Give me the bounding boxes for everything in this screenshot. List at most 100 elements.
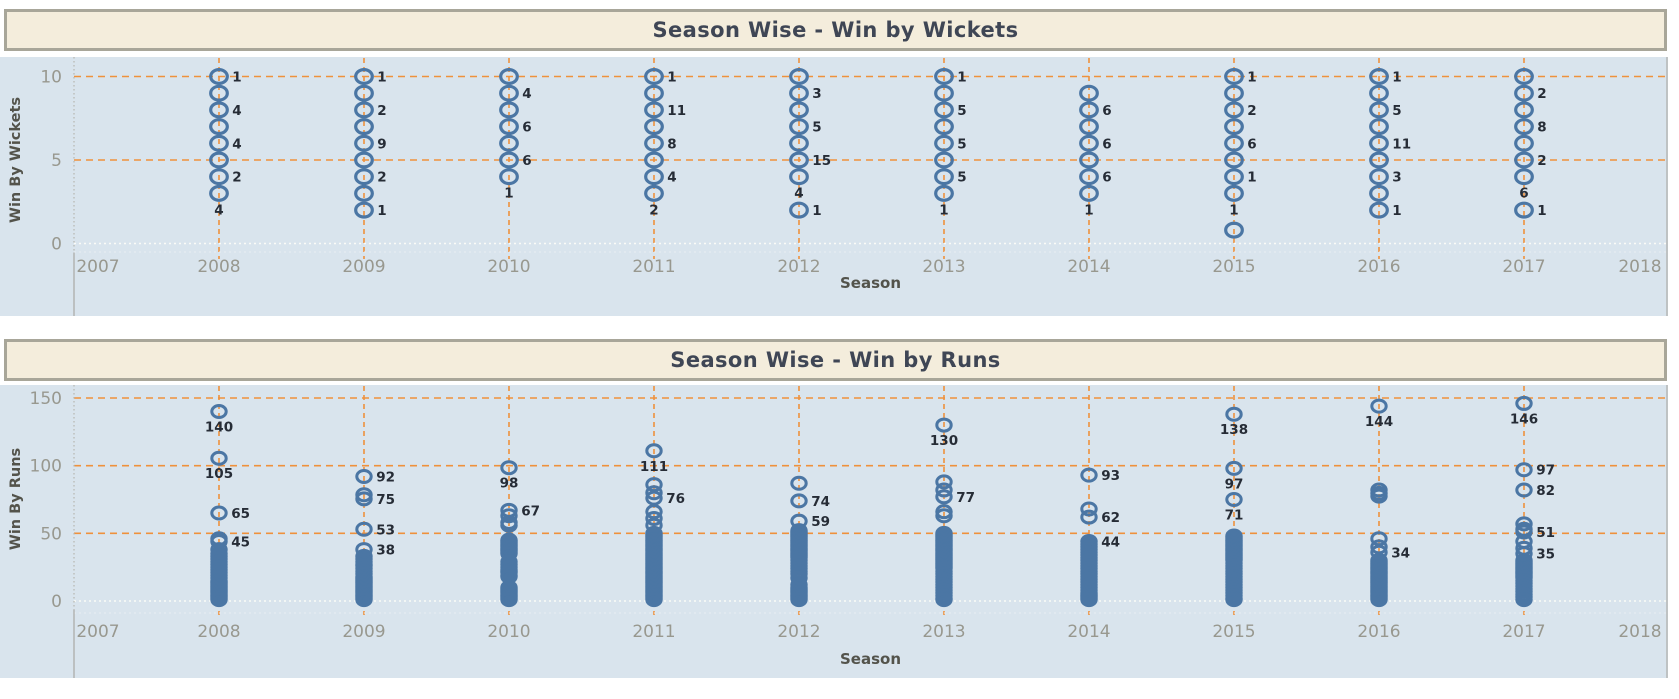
data-point-circle[interactable] bbox=[499, 68, 519, 86]
data-point-circle[interactable] bbox=[1080, 592, 1098, 608]
data-point-circle[interactable] bbox=[1514, 68, 1534, 86]
data-point-circle[interactable] bbox=[210, 505, 228, 521]
data-point-circle[interactable] bbox=[354, 101, 374, 119]
data-point-circle[interactable] bbox=[1224, 151, 1244, 169]
data-point-circle[interactable] bbox=[210, 404, 228, 420]
data-point-circle[interactable] bbox=[354, 118, 374, 136]
data-point-circle[interactable] bbox=[644, 184, 664, 202]
data-point-circle[interactable] bbox=[934, 134, 954, 152]
data-point-circle[interactable] bbox=[644, 151, 664, 169]
data-point-circle[interactable] bbox=[1224, 184, 1244, 202]
data-point-circle[interactable] bbox=[1514, 201, 1534, 219]
data-point-circle[interactable] bbox=[209, 68, 229, 86]
data-point-circle[interactable] bbox=[1225, 592, 1243, 608]
data-point-circle[interactable] bbox=[1224, 84, 1244, 102]
data-point-circle[interactable] bbox=[1514, 168, 1534, 186]
data-point-circle[interactable] bbox=[1225, 460, 1243, 476]
data-point-circle[interactable] bbox=[1370, 544, 1388, 560]
data-point-circle[interactable] bbox=[209, 84, 229, 102]
data-point-circle[interactable] bbox=[210, 592, 228, 608]
data-point-circle[interactable] bbox=[1079, 84, 1099, 102]
data-point-circle[interactable] bbox=[1079, 101, 1099, 119]
data-point-circle[interactable] bbox=[1224, 221, 1244, 239]
data-point-circle[interactable] bbox=[1369, 201, 1389, 219]
data-point-circle[interactable] bbox=[644, 134, 664, 152]
data-point-circle[interactable] bbox=[789, 134, 809, 152]
data-point-circle[interactable] bbox=[934, 68, 954, 86]
data-point-circle[interactable] bbox=[354, 151, 374, 169]
data-point-circle[interactable] bbox=[789, 101, 809, 119]
data-point-circle[interactable] bbox=[934, 184, 954, 202]
data-point-circle[interactable] bbox=[1224, 168, 1244, 186]
data-point-circle[interactable] bbox=[935, 474, 953, 490]
data-point-circle[interactable] bbox=[1369, 68, 1389, 86]
data-point-circle[interactable] bbox=[1369, 118, 1389, 136]
data-point-circle[interactable] bbox=[210, 450, 228, 466]
data-point-circle[interactable] bbox=[1079, 151, 1099, 169]
data-point-circle[interactable] bbox=[789, 151, 809, 169]
data-point-circle[interactable] bbox=[1370, 488, 1388, 504]
data-point-circle[interactable] bbox=[1369, 84, 1389, 102]
data-point-circle[interactable] bbox=[210, 533, 228, 549]
data-point-circle[interactable] bbox=[499, 151, 519, 169]
data-point-circle[interactable] bbox=[934, 101, 954, 119]
data-point-circle[interactable] bbox=[500, 460, 518, 476]
data-point-circle[interactable] bbox=[789, 168, 809, 186]
data-point-circle[interactable] bbox=[789, 68, 809, 86]
data-point-circle[interactable] bbox=[934, 151, 954, 169]
data-point-circle[interactable] bbox=[789, 84, 809, 102]
data-point-circle[interactable] bbox=[644, 68, 664, 86]
data-point-circle[interactable] bbox=[644, 118, 664, 136]
data-point-circle[interactable] bbox=[1369, 151, 1389, 169]
data-point-circle[interactable] bbox=[645, 485, 663, 501]
data-point-circle[interactable] bbox=[1515, 592, 1533, 608]
data-point-circle[interactable] bbox=[499, 101, 519, 119]
data-point-circle[interactable] bbox=[500, 508, 518, 524]
data-point-circle[interactable] bbox=[355, 491, 373, 507]
data-point-circle[interactable] bbox=[935, 482, 953, 498]
data-point-circle[interactable] bbox=[499, 84, 519, 102]
data-point-circle[interactable] bbox=[1515, 524, 1533, 540]
data-point-circle[interactable] bbox=[1224, 134, 1244, 152]
data-point-circle[interactable] bbox=[209, 101, 229, 119]
data-point-circle[interactable] bbox=[789, 201, 809, 219]
data-point-circle[interactable] bbox=[209, 151, 229, 169]
data-point-circle[interactable] bbox=[354, 68, 374, 86]
data-point-circle[interactable] bbox=[1079, 168, 1099, 186]
data-point-circle[interactable] bbox=[1515, 546, 1533, 562]
data-point-circle[interactable] bbox=[644, 101, 664, 119]
data-point-circle[interactable] bbox=[645, 592, 663, 608]
data-point-circle[interactable] bbox=[644, 168, 664, 186]
data-point-circle[interactable] bbox=[1369, 184, 1389, 202]
data-point-circle[interactable] bbox=[355, 592, 373, 608]
data-point-circle[interactable] bbox=[1515, 482, 1533, 498]
data-point-circle[interactable] bbox=[1079, 134, 1099, 152]
data-point-circle[interactable] bbox=[355, 468, 373, 484]
data-point-circle[interactable] bbox=[1224, 68, 1244, 86]
data-point-circle[interactable] bbox=[1514, 134, 1534, 152]
data-point-circle[interactable] bbox=[1369, 168, 1389, 186]
data-point-circle[interactable] bbox=[1079, 118, 1099, 136]
data-point-circle[interactable] bbox=[935, 489, 953, 505]
data-point-circle[interactable] bbox=[354, 84, 374, 102]
data-point-circle[interactable] bbox=[354, 184, 374, 202]
data-point-circle[interactable] bbox=[935, 592, 953, 608]
data-point-circle[interactable] bbox=[209, 134, 229, 152]
data-point-circle[interactable] bbox=[1080, 501, 1098, 517]
data-point-circle[interactable] bbox=[499, 118, 519, 136]
data-point-circle[interactable] bbox=[1370, 398, 1388, 414]
data-point-circle[interactable] bbox=[499, 168, 519, 186]
data-point-circle[interactable] bbox=[1514, 118, 1534, 136]
data-point-circle[interactable] bbox=[1514, 84, 1534, 102]
data-point-circle[interactable] bbox=[354, 134, 374, 152]
data-point-circle[interactable] bbox=[1080, 467, 1098, 483]
data-point-circle[interactable] bbox=[1514, 151, 1534, 169]
data-point-circle[interactable] bbox=[645, 477, 663, 493]
data-point-circle[interactable] bbox=[934, 84, 954, 102]
data-point-circle[interactable] bbox=[1080, 509, 1098, 525]
data-point-circle[interactable] bbox=[644, 84, 664, 102]
data-point-circle[interactable] bbox=[1225, 406, 1243, 422]
data-point-circle[interactable] bbox=[1369, 134, 1389, 152]
data-point-circle[interactable] bbox=[790, 592, 808, 608]
data-point-circle[interactable] bbox=[645, 490, 663, 506]
